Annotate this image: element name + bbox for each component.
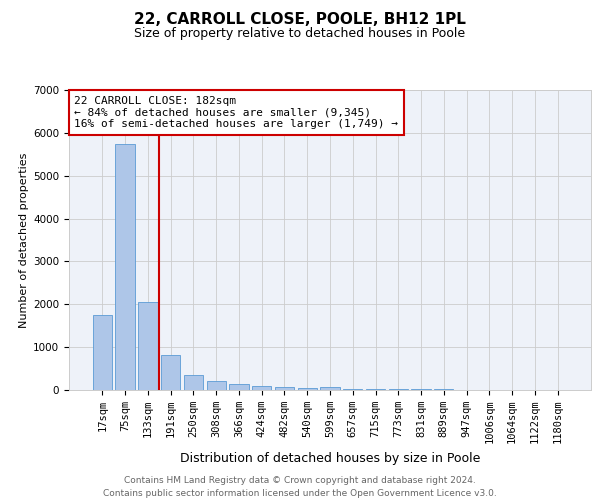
Y-axis label: Number of detached properties: Number of detached properties	[19, 152, 29, 328]
X-axis label: Distribution of detached houses by size in Poole: Distribution of detached houses by size …	[180, 452, 480, 465]
Bar	[93, 315, 112, 390]
Bar	[184, 375, 203, 390]
Bar	[343, 388, 362, 390]
Bar	[320, 387, 340, 390]
Bar	[389, 389, 408, 390]
Bar	[298, 388, 317, 390]
Bar	[206, 382, 226, 390]
Bar	[161, 355, 181, 390]
Bar	[229, 384, 248, 390]
Bar	[252, 386, 271, 390]
Text: 22 CARROLL CLOSE: 182sqm
← 84% of detached houses are smaller (9,345)
16% of sem: 22 CARROLL CLOSE: 182sqm ← 84% of detach…	[74, 96, 398, 129]
Text: 22, CARROLL CLOSE, POOLE, BH12 1PL: 22, CARROLL CLOSE, POOLE, BH12 1PL	[134, 12, 466, 28]
Text: Size of property relative to detached houses in Poole: Size of property relative to detached ho…	[134, 28, 466, 40]
Bar	[275, 387, 294, 390]
Bar	[138, 302, 158, 390]
Bar	[366, 389, 385, 390]
Bar	[115, 144, 135, 390]
Text: Contains HM Land Registry data © Crown copyright and database right 2024.
Contai: Contains HM Land Registry data © Crown c…	[103, 476, 497, 498]
